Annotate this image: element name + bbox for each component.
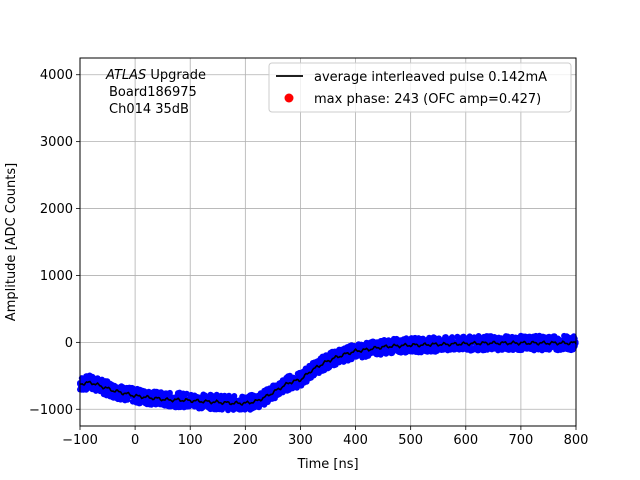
x-tick-label: 700 (508, 433, 533, 448)
annotation-atlas: ATLAS (105, 68, 146, 83)
x-tick-label: 800 (564, 433, 589, 448)
y-tick-label: 4000 (40, 68, 73, 83)
plot-frame (79, 57, 577, 427)
sample-points (77, 332, 579, 414)
series-lines (79, 340, 577, 407)
series-line-average-pulse (79, 340, 577, 407)
x-tick-label: 100 (178, 433, 203, 448)
sample-point (449, 334, 456, 341)
chart-annotation: ATLAS Upgrade Board186975 Ch014 35dB (105, 68, 206, 117)
y-tick-label: 1000 (40, 269, 73, 284)
y-tick-label: 3000 (40, 135, 73, 150)
x-axis-label: Time [ns] (296, 457, 358, 472)
annotation-channel: Ch014 35dB (109, 102, 189, 117)
y-tick-label: −1000 (29, 403, 73, 418)
legend-box (268, 62, 572, 113)
annotation-board: Board186975 (109, 85, 197, 100)
y-tick-label: 0 (65, 336, 73, 351)
x-tick-label: 300 (288, 433, 313, 448)
legend: average interleaved pulse 0.142mA max ph… (268, 62, 572, 113)
grid-lines (79, 58, 577, 426)
legend-entry-max-phase: max phase: 243 (OFC amp=0.427) (314, 92, 541, 107)
x-tick-label: 0 (131, 433, 139, 448)
x-tick-label: −100 (62, 433, 98, 448)
y-tick-label: 2000 (40, 202, 73, 217)
axis-ticks: −100 0 100 200 300 400 500 600 700 800−1000010002… (29, 68, 588, 448)
x-tick-label: 600 (453, 433, 478, 448)
svg-text:ATLAS Upgrade: ATLAS Upgrade (105, 68, 206, 83)
x-tick-label: 200 (233, 433, 258, 448)
legend-marker-max-phase (284, 93, 294, 103)
sample-point (231, 393, 238, 399)
legend-entry-average-pulse: average interleaved pulse 0.142mA (314, 70, 547, 85)
y-axis-label: Amplitude [ADC Counts] (4, 163, 19, 321)
annotation-upgrade: Upgrade (146, 68, 206, 83)
x-tick-label: 500 (398, 433, 423, 448)
x-tick-label: 400 (343, 433, 368, 448)
